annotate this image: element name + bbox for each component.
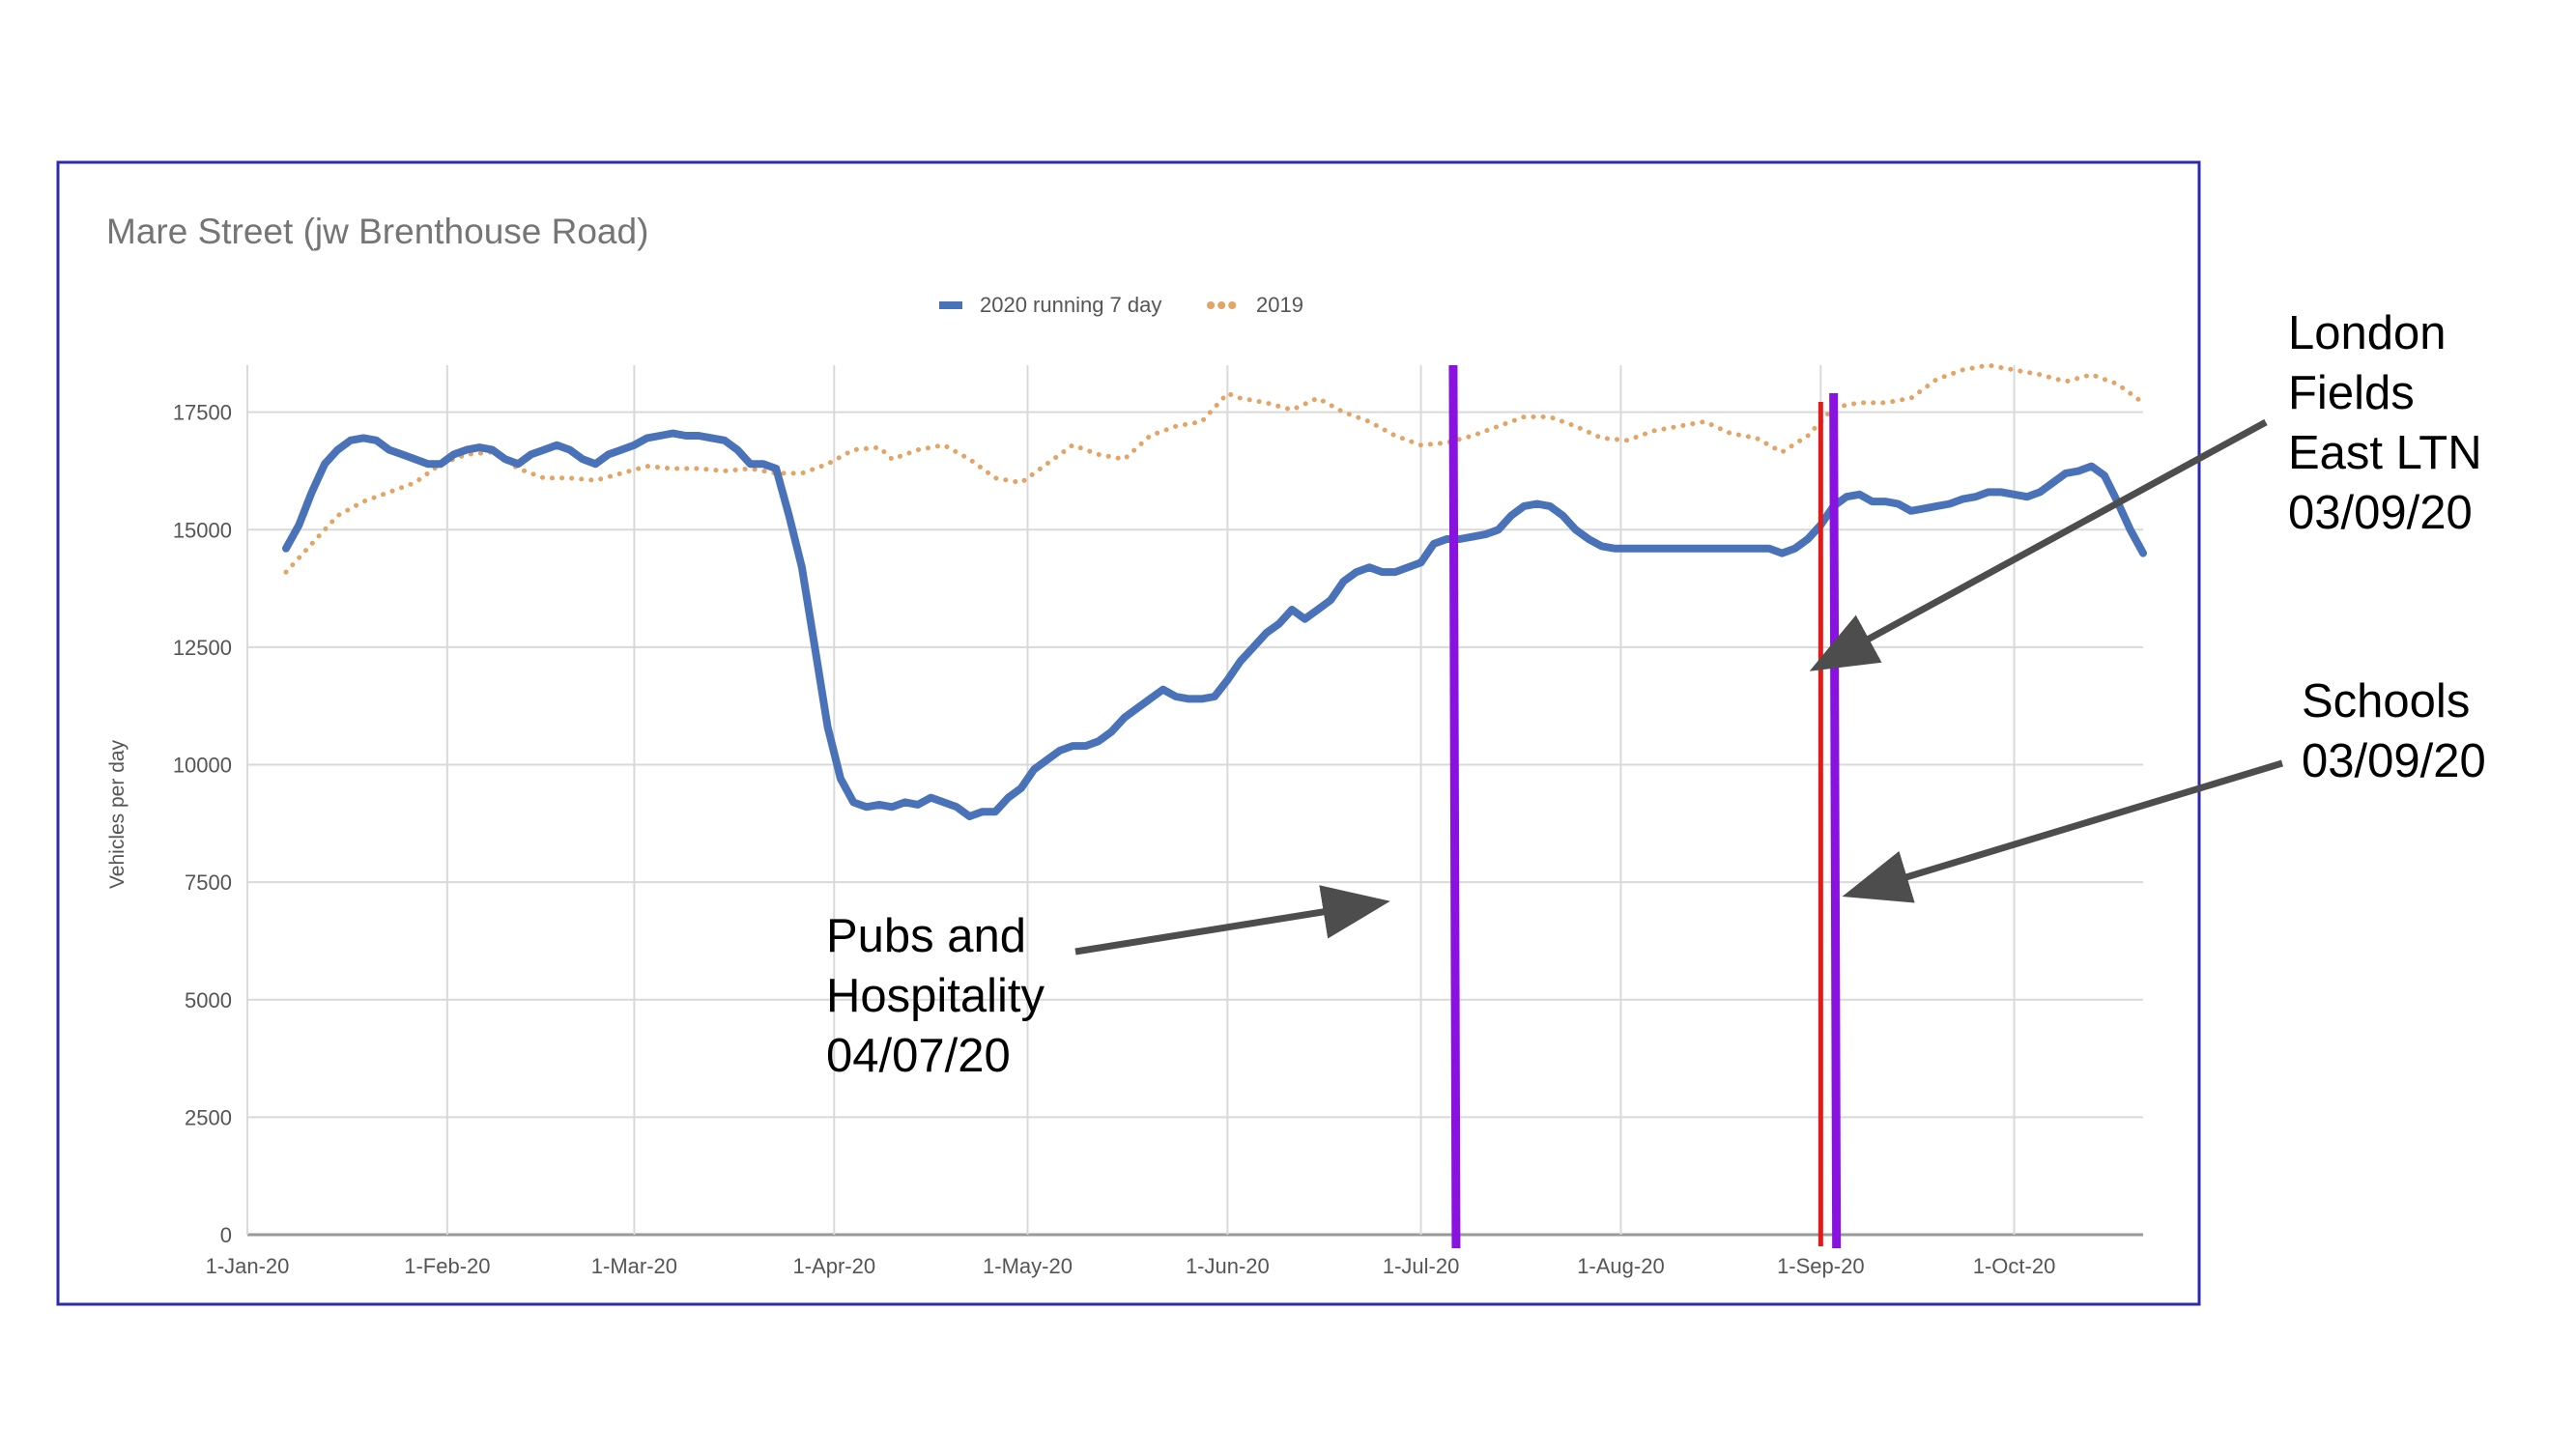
pubs-annotation-line: Hospitality <box>826 970 1045 1022</box>
chart-frame <box>56 160 2201 1306</box>
y-tick-label: 5000 <box>185 988 232 1012</box>
event-lines <box>1448 364 1842 1249</box>
ltn-annotation: London Fields East LTN 03/09/20 <box>2288 307 2495 539</box>
schools-annotation-line: 03/09/20 <box>2302 735 2486 787</box>
ltn-annotation-line: 03/09/20 <box>2288 487 2473 539</box>
ltn-annotation-line: London <box>2288 307 2447 359</box>
y-axis-label: Vehicles per day <box>106 739 129 889</box>
x-tick-label: 1-Jan-20 <box>206 1254 290 1278</box>
y-tick-label: 7500 <box>185 870 232 895</box>
x-tick-label: 1-Aug-20 <box>1577 1254 1665 1278</box>
x-tick-label: 1-Jun-20 <box>1186 1254 1270 1278</box>
x-tick-label: 1-Sep-20 <box>1777 1254 1865 1278</box>
schools-arrow <box>1842 759 2284 903</box>
pubs-event-line <box>1448 364 1461 1249</box>
ltn-arrow <box>1809 418 2268 671</box>
x-tick-label: 1-May-20 <box>983 1254 1073 1278</box>
x-tick-label: 1-Feb-20 <box>404 1254 490 1278</box>
schools-annotation: Schools 03/09/20 <box>2302 675 2486 787</box>
y-tick-label: 17500 <box>173 401 232 425</box>
y-tick-label: 15000 <box>173 518 232 542</box>
pubs-annotation: Pubs and Hospitality 04/07/20 <box>826 910 1058 1082</box>
schools-annotation-line: Schools <box>2302 675 2470 727</box>
y-tick-label: 2500 <box>185 1105 232 1129</box>
legend-label-2019: 2019 <box>1256 293 1303 317</box>
series-2020-line <box>282 429 2147 820</box>
x-tick-label: 1-Apr-20 <box>792 1254 875 1278</box>
ltn-annotation-line: East LTN <box>2288 427 2482 479</box>
x-tick-labels: 1-Jan-20 1-Feb-20 1-Mar-20 1-Apr-20 1-May-20… <box>206 1254 2056 1278</box>
y-tick-labels: 0 2500 5000 7500 10000 12500 15000 17500 <box>173 401 232 1247</box>
x-tick-label: 1-Oct-20 <box>1973 1254 2056 1278</box>
y-tick-label: 10000 <box>173 754 232 778</box>
pubs-annotation-line: Pubs and <box>826 910 1026 962</box>
legend: 2020 running 7 day 2019 <box>939 293 1303 317</box>
ltn-annotation-line: Fields <box>2288 367 2415 419</box>
pubs-annotation-line: 04/07/20 <box>826 1030 1011 1082</box>
y-tick-label: 0 <box>220 1223 232 1247</box>
schools-event-line <box>1829 392 1842 1249</box>
legend-label-2020: 2020 running 7 day <box>980 293 1161 317</box>
x-tick-label: 1-Mar-20 <box>591 1254 677 1278</box>
y-tick-label: 12500 <box>173 636 232 660</box>
chart-title: Mare Street (jw Brenthouse Road) <box>106 212 648 251</box>
pubs-arrow <box>1074 885 1390 955</box>
x-tick-label: 1-Jul-20 <box>1383 1254 1459 1278</box>
